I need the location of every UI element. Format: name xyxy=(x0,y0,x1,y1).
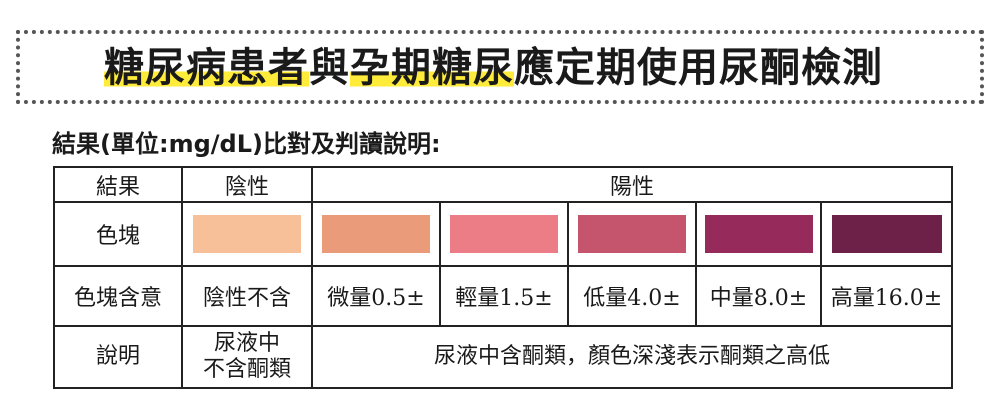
meaning-high: 高量16.0± xyxy=(820,265,953,327)
meaning-low: 低量4.0± xyxy=(567,265,697,327)
meaning-trace: 微量0.5± xyxy=(311,265,441,327)
meaning-row: 色塊含意 陰性不含 微量0.5± 輕量1.5± 低量4.0± 中量8.0± 高量… xyxy=(53,265,953,327)
title-part-and: 與 xyxy=(309,45,350,91)
swatch-cell xyxy=(567,201,697,267)
swatch-cell xyxy=(181,201,313,267)
desc-row-label: 說明 xyxy=(53,325,183,389)
color-swatch-moderate xyxy=(704,215,813,253)
title-part-diabetes: 糖尿病患者 xyxy=(104,45,309,91)
header-result: 結果 xyxy=(53,166,183,203)
negative-desc-line1: 尿液中 xyxy=(213,331,280,356)
color-swatch-low xyxy=(578,215,686,253)
header-negative: 陰性 xyxy=(181,166,313,203)
section-subtitle: 結果(單位:mg/dL)比對及判讀說明: xyxy=(52,130,441,158)
meaning-row-label: 色塊含意 xyxy=(53,265,183,327)
ketone-result-table: 結果 陰性 陽性 色塊 色塊含意 陰性不含 微量0.5± 輕量1.5± 低量4.… xyxy=(53,166,953,389)
title-frame: 糖尿病患者與孕期糖尿應定期使用尿酮檢測 xyxy=(16,30,984,104)
color-swatch-high xyxy=(831,215,942,253)
header-positive: 陽性 xyxy=(311,166,953,203)
color-swatch-small xyxy=(450,215,558,253)
swatch-cell xyxy=(695,201,822,267)
page-title: 糖尿病患者與孕期糖尿應定期使用尿酮檢測 xyxy=(104,40,883,96)
positive-description: 尿液中含酮類，顏色深淺表示酮類之高低 xyxy=(311,325,953,389)
meaning-small: 輕量1.5± xyxy=(439,265,569,327)
meaning-negative: 陰性不含 xyxy=(181,265,313,327)
title-part-gestational: 孕期糖尿 xyxy=(350,45,514,91)
negative-description: 尿液中 不含酮類 xyxy=(181,325,313,389)
header-row: 結果 陰性 陽性 xyxy=(53,166,953,203)
meaning-moderate: 中量8.0± xyxy=(695,265,822,327)
color-swatch-negative xyxy=(193,215,301,253)
swatch-cell xyxy=(820,201,953,267)
negative-desc-line2: 不含酮類 xyxy=(202,357,291,382)
swatch-row: 色塊 xyxy=(53,201,953,267)
description-row: 說明 尿液中 不含酮類 尿液中含酮類，顏色深淺表示酮類之高低 xyxy=(53,325,953,389)
swatch-cell xyxy=(311,201,441,267)
color-swatch-trace xyxy=(322,215,430,253)
swatch-row-label: 色塊 xyxy=(53,201,183,267)
title-part-rest: 應定期使用尿酮檢測 xyxy=(514,45,883,91)
swatch-cell xyxy=(439,201,569,267)
